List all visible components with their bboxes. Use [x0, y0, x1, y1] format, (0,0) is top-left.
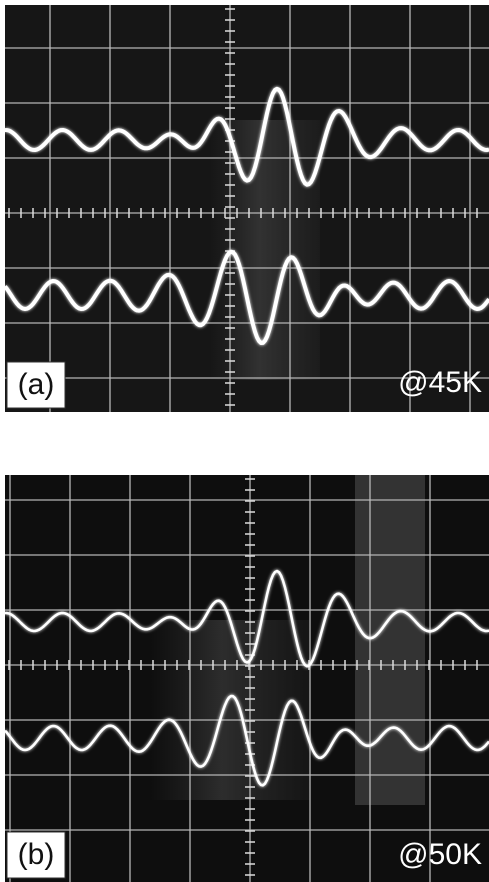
label-box — [6, 361, 66, 409]
traces — [4, 569, 489, 787]
traces — [3, 86, 489, 345]
scope-panel-b: (b) @50K — [4, 475, 489, 882]
waveform — [4, 569, 489, 668]
temperature-caption: @50K — [398, 838, 482, 871]
waveform — [4, 694, 489, 787]
label-box — [6, 831, 66, 879]
waveform — [4, 86, 489, 187]
panel-label: (b) — [18, 838, 55, 871]
panel-label: (a) — [18, 368, 55, 401]
haze — [355, 475, 425, 805]
temperature-caption: @45K — [398, 366, 482, 399]
grid — [5, 5, 489, 412]
haze — [150, 620, 310, 800]
scope-panel-a: (a) @45K — [3, 5, 489, 412]
waveform — [3, 249, 489, 345]
